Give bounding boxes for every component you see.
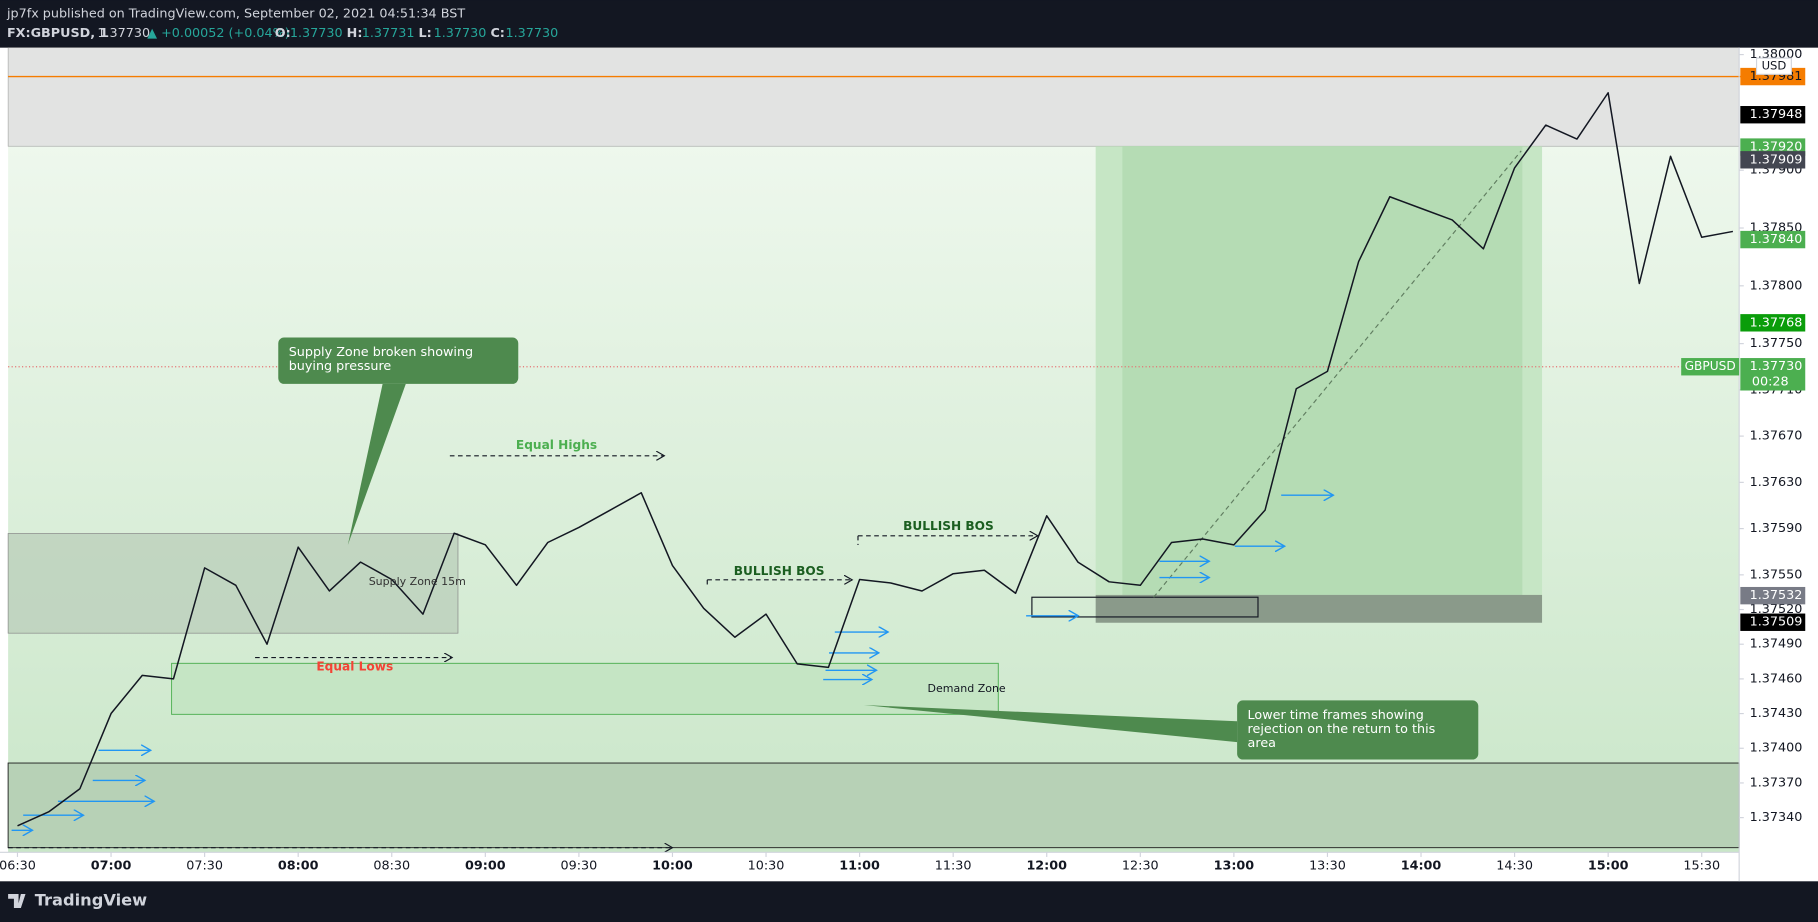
price-label-box: [1740, 586, 1806, 605]
last: 1.37730: [97, 26, 150, 41]
price-line: [17, 92, 1734, 827]
x-tick-label: 12:00: [1026, 859, 1067, 874]
x-tick-label: 13:00: [1214, 859, 1255, 874]
ohlc-value: 1.37730: [434, 26, 487, 41]
ohlc-key: H:: [347, 26, 363, 41]
callout-line: buying pressure: [289, 359, 392, 374]
x-tick-label: 08:30: [373, 859, 410, 874]
equal-highs: Equal Highs: [516, 438, 597, 452]
price-label: 1.37509: [1750, 615, 1803, 630]
current-name-box: [1681, 358, 1740, 376]
brand: TradingView: [35, 891, 147, 910]
y-tick-label: 1.37340: [1750, 810, 1803, 825]
change: ▲ +0.00052 (+0.04%): [147, 26, 289, 41]
price-label-box: [1740, 314, 1806, 332]
bullish-bos: BULLISH BOS: [734, 564, 825, 578]
grid: [8, 75, 1805, 368]
footer: TradingView: [8, 891, 147, 910]
callout-line: Supply Zone broken showing: [289, 345, 473, 360]
labels: Equal Highs Equal Lows BULLISH BOS BULLI…: [316, 438, 993, 673]
publisher: jp7fx published on TradingView.com, Sept…: [6, 7, 465, 22]
box-outline: [1031, 596, 1259, 618]
y-tick-label: 1.37520: [1750, 602, 1803, 617]
price-label: 1.37920: [1750, 140, 1803, 155]
position-inner: [1122, 146, 1523, 595]
demand-callout: Lower time frames showing rejection on t…: [863, 700, 1479, 760]
demand-zone: [171, 662, 999, 715]
price-label-box: [1740, 106, 1806, 124]
y-tick-label: 1.37370: [1750, 775, 1803, 790]
x-tick-label: 09:30: [561, 859, 598, 874]
price-label: 1.37948: [1750, 107, 1803, 122]
ohlc-key: C:: [490, 26, 504, 41]
price-label-box: [1740, 230, 1806, 249]
price-label: 1.37909: [1750, 152, 1803, 167]
demand-zone-bottom: [7, 762, 1740, 849]
ohlc-key: O:: [275, 26, 291, 41]
supply-zone-top: [7, 47, 1740, 147]
callout-line: rejection on the return to this: [1248, 722, 1436, 737]
supply-callout: Supply Zone broken showing buying pressu…: [278, 337, 519, 546]
supply-zone-label: Supply Zone 15m: [369, 575, 466, 588]
y-tick-label: 1.37400: [1750, 741, 1803, 756]
y-tick-label: 1.37550: [1750, 567, 1803, 582]
currency-box: [1755, 57, 1792, 75]
bullish-bos: BULLISH BOS: [903, 519, 994, 533]
x-tick-label: 13:30: [1309, 859, 1346, 874]
x-tick-label: 10:30: [748, 859, 785, 874]
ohlc-key: L:: [419, 26, 432, 41]
currency: USD: [1762, 59, 1787, 73]
y-tick-label: 1.37800: [1750, 278, 1803, 293]
dashed-levels: [8, 150, 1522, 848]
x-tick-label: 15:30: [1683, 859, 1720, 874]
x-tick-label: 14:30: [1496, 859, 1533, 874]
y-tick-label: 1.37460: [1750, 671, 1803, 686]
blue-arrows: [11, 495, 1334, 830]
ohlc-value: 1.37731: [362, 26, 415, 41]
symbol: FX:GBPUSD, 1: [7, 26, 108, 41]
price-label-box: [1740, 613, 1806, 631]
y-tick-label: 1.37630: [1750, 475, 1803, 490]
price-label: 1.37768: [1750, 315, 1803, 330]
x-tick-label: 08:00: [278, 859, 319, 874]
x-tick-label: 11:30: [935, 859, 972, 874]
x-tick-label: 11:00: [839, 859, 880, 874]
equal-lows: Equal Lows: [316, 659, 393, 673]
position-stop: [1095, 594, 1543, 623]
price-label-box: [1740, 151, 1806, 169]
y-tick-label: 1.37670: [1750, 429, 1803, 444]
price-label: 1.37532: [1750, 588, 1803, 603]
current-name: GBPUSD: [1685, 359, 1736, 373]
current-price-box: [1740, 358, 1806, 391]
x-tick-label: 14:00: [1401, 859, 1442, 874]
ohlc-value: 1.37730: [506, 26, 559, 41]
x-tick-label: 07:30: [186, 859, 223, 874]
x-tick-label: 07:00: [91, 859, 132, 874]
y-tick-label: 1.37430: [1750, 706, 1803, 721]
y-tick-label: 1.37750: [1750, 336, 1803, 351]
series: [17, 92, 1734, 827]
y-tick-label: 1.37590: [1750, 521, 1803, 536]
callout-line: area: [1248, 736, 1276, 751]
x-tick-label: 09:00: [465, 859, 506, 874]
x-tick-label: 10:00: [652, 859, 693, 874]
symbol-line: FX:GBPUSD, 1 1.37730 ▲ +0.00052 (+0.04%)…: [7, 26, 558, 41]
current-price: 1.37730: [1750, 359, 1803, 374]
x-tick-label: 06:30: [0, 859, 36, 874]
callout-line: Lower time frames showing: [1248, 708, 1424, 723]
countdown: 00:28: [1752, 374, 1789, 389]
x-tick-label: 12:30: [1122, 859, 1159, 874]
demand-zone-label: Demand Zone: [928, 682, 1006, 695]
ohlc-value: 1.37730: [290, 26, 343, 41]
price-label: 1.37840: [1750, 232, 1803, 247]
y-tick-label: 1.37490: [1750, 637, 1803, 652]
x-tick-label: 15:00: [1588, 859, 1629, 874]
